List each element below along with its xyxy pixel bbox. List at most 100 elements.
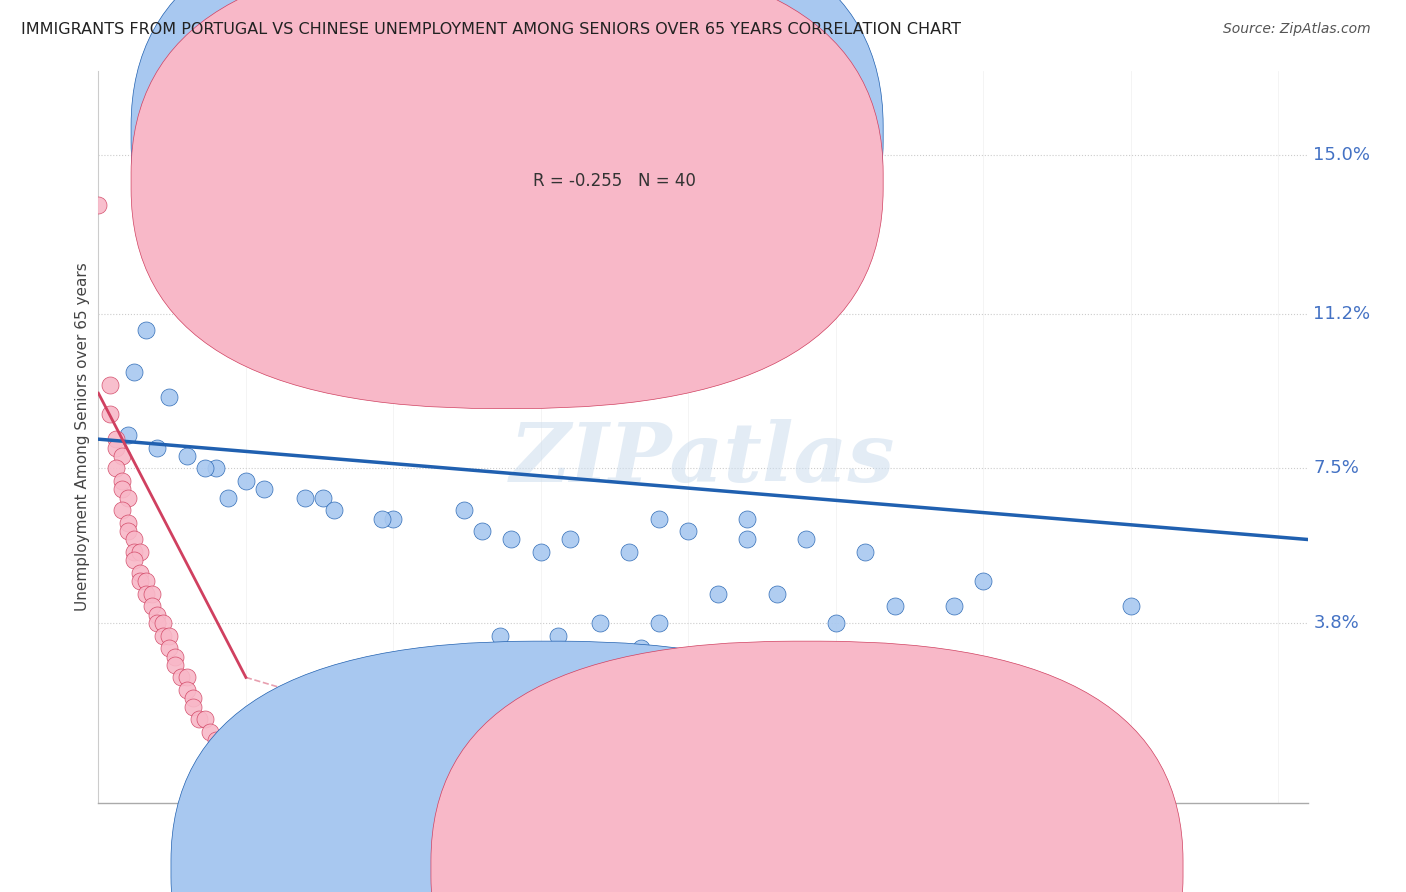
Point [765, 587, 787, 601]
Point [235, 474, 257, 488]
Point [706, 587, 728, 601]
Point [194, 712, 217, 726]
Point [187, 712, 209, 726]
Text: Source: ZipAtlas.com: Source: ZipAtlas.com [1223, 22, 1371, 37]
Point [122, 545, 145, 559]
Point [441, 712, 464, 726]
Point [152, 629, 174, 643]
Point [117, 491, 139, 505]
Point [135, 324, 157, 338]
Point [311, 491, 333, 505]
Point [117, 516, 139, 530]
Point [122, 553, 145, 567]
Point [135, 574, 157, 589]
Point [205, 461, 228, 475]
Point [853, 545, 876, 559]
Point [323, 503, 346, 517]
Point [648, 511, 671, 525]
Point [972, 574, 994, 589]
Point [157, 390, 180, 404]
Point [128, 574, 150, 589]
Point [942, 599, 965, 614]
Point [382, 511, 405, 525]
Point [181, 699, 204, 714]
Point [141, 599, 163, 614]
Point [111, 449, 134, 463]
Point [619, 545, 641, 559]
Point [501, 533, 523, 547]
Point [488, 629, 510, 643]
Point [200, 724, 222, 739]
FancyBboxPatch shape [432, 641, 1182, 892]
Point [648, 616, 671, 631]
Point [105, 432, 128, 446]
Point [122, 533, 145, 547]
Point [87, 198, 110, 212]
Point [165, 649, 187, 664]
FancyBboxPatch shape [131, 0, 883, 409]
Point [217, 273, 239, 287]
Point [176, 449, 198, 463]
Point [111, 503, 134, 517]
Text: R = -0.130   N = 50: R = -0.130 N = 50 [533, 125, 696, 143]
Point [453, 503, 475, 517]
Point [883, 599, 905, 614]
Point [294, 491, 316, 505]
Point [1119, 599, 1142, 614]
Y-axis label: Unemployment Among Seniors over 65 years: Unemployment Among Seniors over 65 years [75, 263, 90, 611]
Point [252, 483, 274, 497]
Point [122, 365, 145, 379]
Point [412, 649, 434, 664]
FancyBboxPatch shape [467, 94, 787, 221]
Text: 15.0%: 15.0% [1313, 146, 1371, 164]
Point [181, 691, 204, 706]
Point [547, 629, 569, 643]
Text: Immigrants from Portugal: Immigrants from Portugal [569, 860, 783, 878]
Point [530, 545, 553, 559]
Point [735, 533, 758, 547]
Point [157, 629, 180, 643]
Point [589, 682, 612, 697]
Point [152, 616, 174, 631]
Point [794, 533, 817, 547]
Text: IMMIGRANTS FROM PORTUGAL VS CHINESE UNEMPLOYMENT AMONG SENIORS OVER 65 YEARS COR: IMMIGRANTS FROM PORTUGAL VS CHINESE UNEM… [21, 22, 962, 37]
Point [678, 524, 700, 538]
Point [128, 566, 150, 580]
Point [630, 641, 652, 656]
Text: Chinese: Chinese [830, 860, 897, 878]
Point [146, 441, 169, 455]
Text: R = -0.255   N = 40: R = -0.255 N = 40 [533, 172, 696, 190]
Point [370, 511, 392, 525]
Point [735, 511, 758, 525]
Point [135, 587, 157, 601]
Point [146, 616, 169, 631]
FancyBboxPatch shape [131, 0, 883, 361]
Point [117, 524, 139, 538]
FancyBboxPatch shape [172, 641, 924, 892]
Text: 11.2%: 11.2% [1313, 305, 1371, 323]
Text: 3.8%: 3.8% [1313, 614, 1360, 632]
Point [111, 483, 134, 497]
Point [606, 657, 628, 672]
Point [589, 616, 612, 631]
Point [176, 682, 198, 697]
Point [501, 699, 523, 714]
Point [560, 533, 582, 547]
Point [170, 670, 193, 684]
Point [619, 691, 641, 706]
Point [471, 524, 494, 538]
Point [165, 657, 187, 672]
Point [146, 607, 169, 622]
Point [678, 670, 700, 684]
Point [194, 461, 217, 475]
Point [176, 670, 198, 684]
Point [111, 474, 134, 488]
Point [105, 441, 128, 455]
Point [157, 641, 180, 656]
Point [105, 461, 128, 475]
Point [264, 156, 287, 170]
Point [217, 491, 239, 505]
Point [117, 428, 139, 442]
Point [205, 733, 228, 747]
Point [98, 377, 121, 392]
